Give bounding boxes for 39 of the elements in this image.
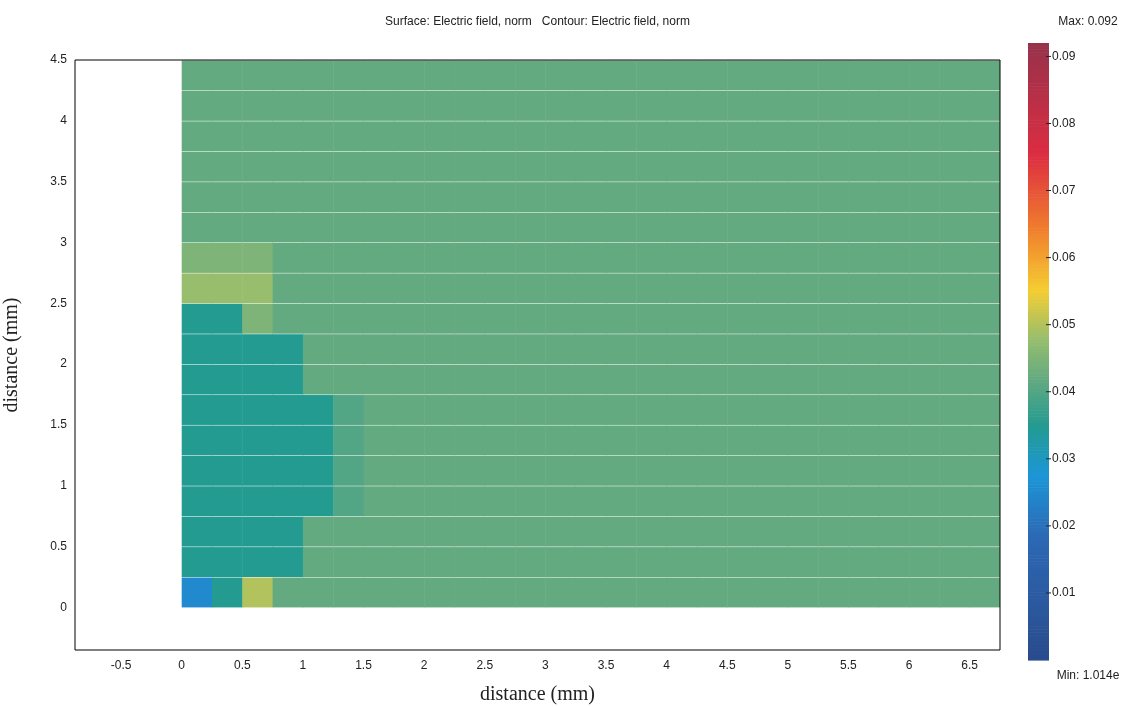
- chart-title: Surface: Electric field, norm Contour: Electric field, norm: [385, 14, 690, 29]
- x-tick-label: 3: [542, 657, 550, 672]
- color-bar-label: 0.06: [1052, 249, 1076, 264]
- color-bar-label: 0.02: [1052, 518, 1076, 533]
- color-bar-label: 0.09: [1052, 48, 1076, 63]
- x-tick-label: 6: [905, 657, 913, 672]
- y-tick-label: 4: [60, 113, 68, 128]
- text: Min: 1.014e: [1056, 668, 1120, 683]
- x-tick-label: 3.5: [597, 657, 615, 672]
- color-bar-label: 0.04: [1052, 384, 1076, 399]
- x-axis-title: distance (mm): [480, 682, 595, 706]
- x-tick-label: 5.5: [840, 657, 858, 672]
- y-tick-label: 1: [60, 478, 68, 493]
- color-bar-label: 0.01: [1052, 585, 1076, 600]
- color-bar-label: 0.03: [1052, 451, 1076, 466]
- y-tick-label: 3.5: [50, 173, 68, 188]
- x-tick-label: 5: [784, 657, 792, 672]
- y-tick-label: 2.5: [50, 295, 68, 310]
- x-tick-label: 4.5: [718, 657, 736, 672]
- y-tick-label: 2: [60, 356, 68, 371]
- x-tick-label: 1: [299, 657, 307, 672]
- y-axis-title: distance (mm): [0, 297, 23, 413]
- y-tick-label: 3: [60, 234, 68, 249]
- color-bar-label: 0.07: [1052, 182, 1076, 197]
- text: Max: 0.092: [1058, 14, 1119, 29]
- x-tick-label: 0: [178, 657, 186, 672]
- x-tick-label: 2.5: [476, 657, 494, 672]
- y-tick-label: 1.5: [50, 417, 68, 432]
- x-tick-label: 6.5: [961, 657, 979, 672]
- color-bar-label: 0.08: [1052, 115, 1076, 130]
- x-tick-label: 2: [420, 657, 428, 672]
- y-tick-label: 0.5: [50, 538, 68, 553]
- y-tick-label: 0: [60, 599, 68, 614]
- x-tick-label: 1.5: [355, 657, 373, 672]
- x-tick-label: 4: [663, 657, 671, 672]
- color-bar-label: 0.05: [1052, 316, 1076, 331]
- y-tick-label: 4.5: [50, 52, 68, 67]
- x-tick-label: -0.5: [110, 657, 132, 672]
- x-tick-label: 0.5: [233, 657, 251, 672]
